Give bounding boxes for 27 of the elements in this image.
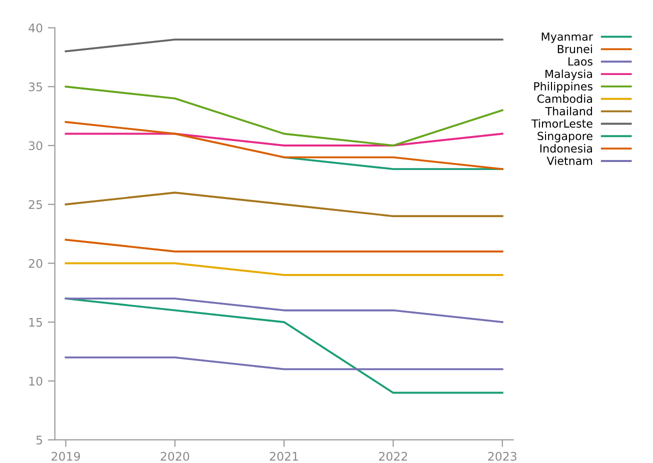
y-tick-label: 10 (29, 376, 42, 386)
legend-label: Laos (568, 57, 592, 66)
legend-label: TimorLeste (531, 119, 592, 128)
y-tick-label: 40 (28, 24, 42, 32)
y-tick-label: 20 (28, 258, 42, 268)
x-tick-label: 2022 (379, 452, 408, 461)
x-tick-label: 2023 (488, 452, 516, 461)
legend-label: Myanmar (542, 32, 593, 43)
x-tick-label: 2021 (270, 452, 298, 461)
y-tick-label: 25 (28, 200, 42, 210)
legend-label: Thailand (545, 106, 592, 116)
line-series (64, 86, 504, 146)
y-tick-label: 30 (28, 141, 42, 150)
legend-label: Vietnam (546, 156, 592, 166)
y-tick-label: 35 (28, 82, 42, 92)
legend-label: Singapore (538, 132, 592, 142)
x-tick-label: 2020 (160, 452, 190, 461)
legend-label: Philippines (534, 82, 592, 93)
x-tick-label: 2019 (52, 452, 80, 461)
legend-label: Cambodia (537, 94, 592, 103)
y-tick-label: 15 (29, 318, 42, 327)
legend-label: Malaysia (546, 69, 592, 80)
legend-label: Brunei (558, 44, 592, 54)
y-tick-label: 5 (36, 436, 42, 445)
line-series (64, 298, 504, 394)
legend-label: Indonesia (540, 144, 592, 153)
line-series (64, 120, 504, 170)
